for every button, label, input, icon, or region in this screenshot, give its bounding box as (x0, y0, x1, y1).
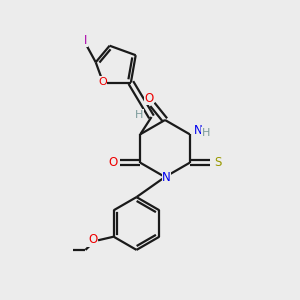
Text: O: O (88, 233, 97, 246)
Text: N: N (162, 171, 171, 184)
Text: I: I (83, 34, 87, 47)
Text: O: O (109, 156, 118, 169)
Text: N: N (194, 124, 203, 137)
Text: H: H (135, 110, 143, 120)
Text: S: S (214, 156, 221, 169)
Text: O: O (98, 76, 107, 87)
Text: H: H (202, 128, 210, 138)
Text: O: O (144, 92, 153, 105)
